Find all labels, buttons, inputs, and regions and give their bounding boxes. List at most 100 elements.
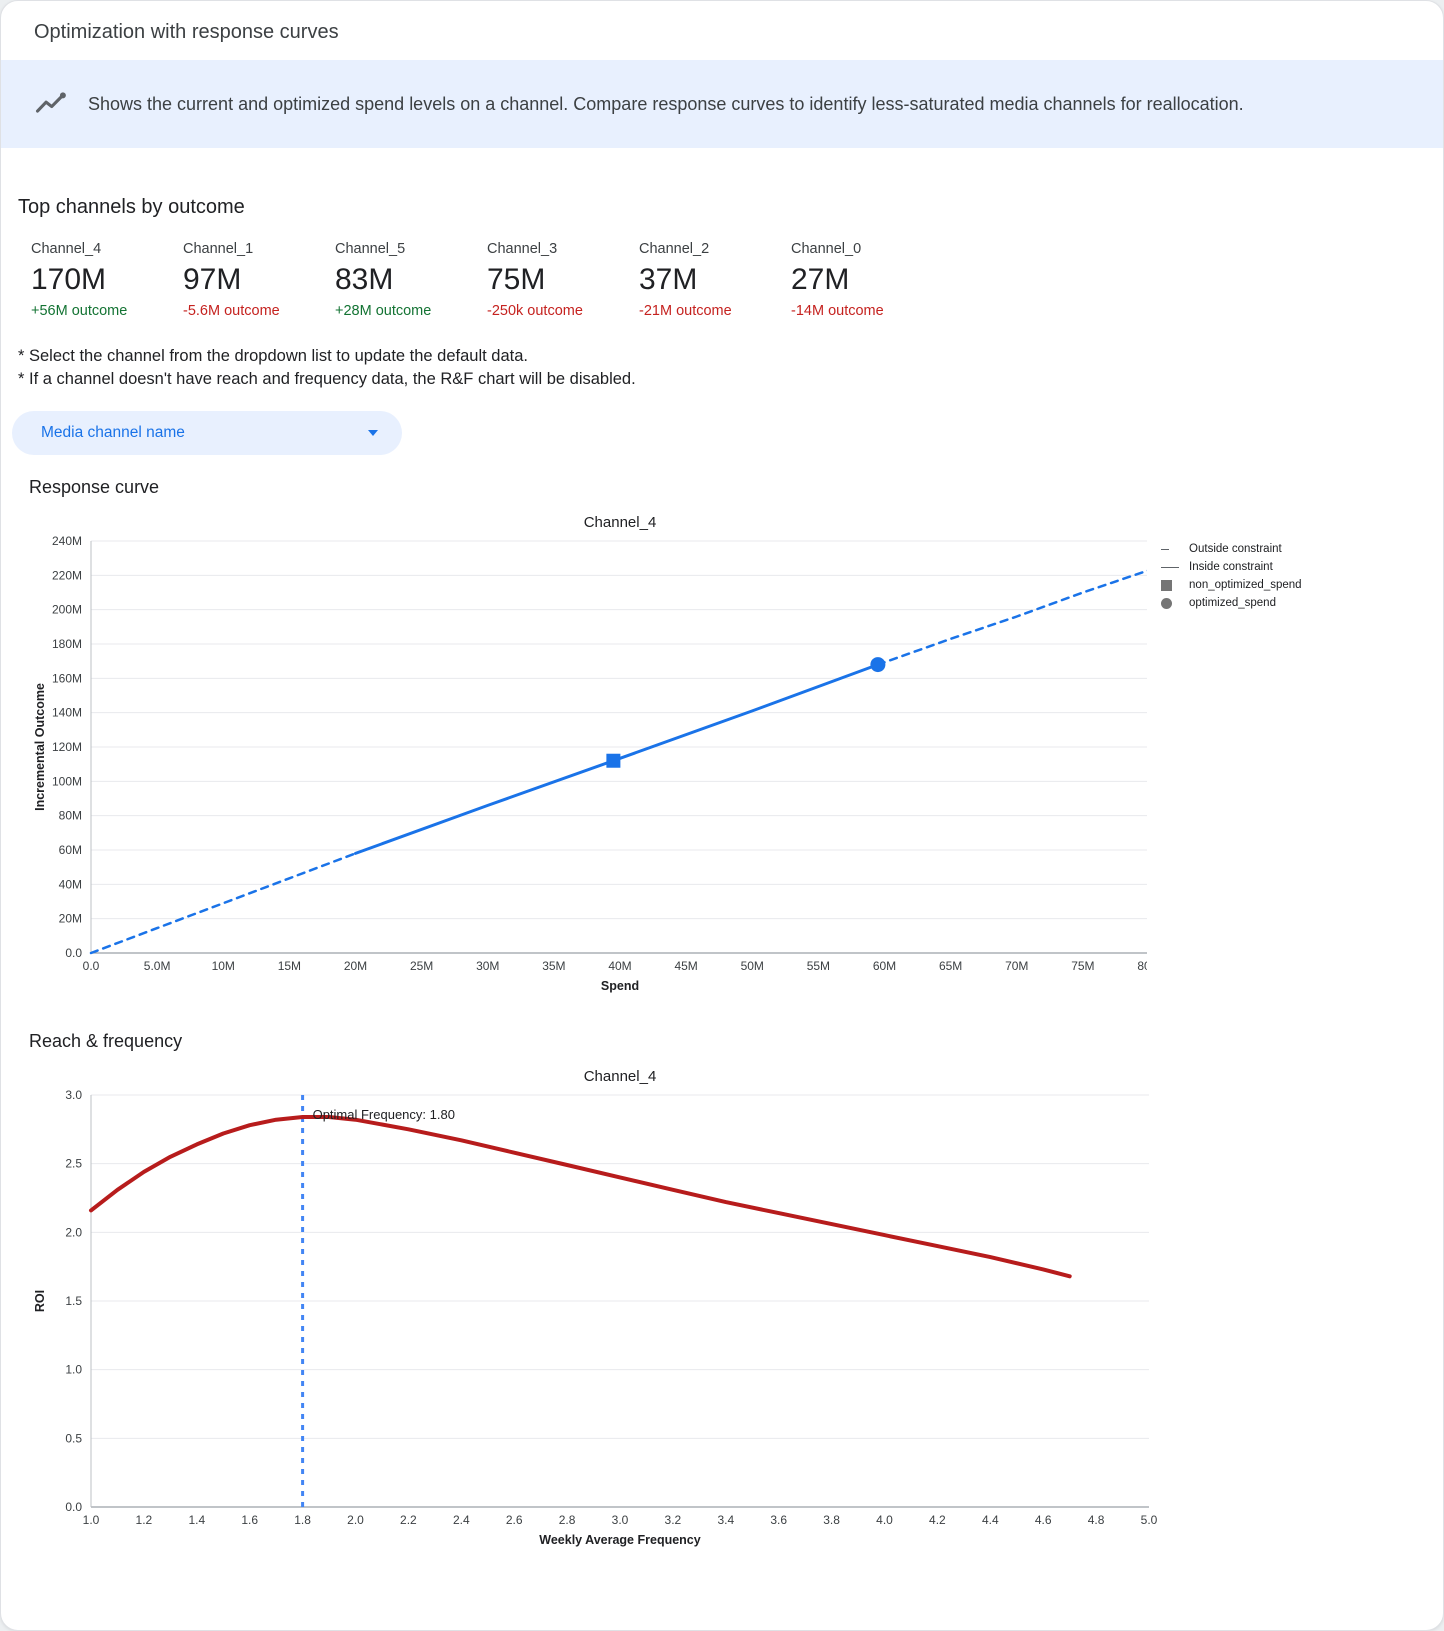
y-axis-label: ROI	[33, 1290, 47, 1312]
x-tick-label: 4.0	[876, 1513, 893, 1527]
response-curve-chart-title: Channel_4	[583, 514, 657, 531]
channel-name: Channel_1	[183, 241, 254, 257]
x-tick-label: 2.4	[453, 1513, 470, 1527]
x-tick-label: 10M	[212, 959, 235, 973]
channel-card: Channel_0 27M -14M outcome	[791, 241, 943, 319]
titlebar: Optimization with response curves	[1, 1, 1443, 60]
y-tick-label: 100M	[52, 774, 82, 788]
y-tick-label: 140M	[52, 706, 82, 720]
channel-outcome-value: 75M	[487, 263, 546, 296]
x-tick-label: 1.4	[188, 1513, 205, 1527]
response-curve-heading: Response curve	[29, 477, 160, 497]
x-tick-label: 5.0M	[144, 959, 171, 973]
y-tick-label: 0.0	[65, 1500, 82, 1514]
top-channels-heading: Top channels by outcome	[18, 196, 245, 218]
y-tick-label: 2.0	[65, 1225, 82, 1239]
x-tick-label: 1.2	[136, 1513, 153, 1527]
x-tick-label: 40M	[608, 959, 631, 973]
y-tick-label: 180M	[52, 637, 82, 651]
insights-icon	[34, 87, 68, 121]
channel-outcome-delta: -5.6M outcome	[183, 303, 280, 319]
legend-square-symbol	[1161, 579, 1181, 591]
x-tick-label: 80M	[1137, 959, 1147, 973]
y-tick-label: 240M	[52, 534, 82, 548]
banner-text: Shows the current and optimized spend le…	[88, 93, 1244, 114]
x-tick-label: 4.4	[982, 1513, 999, 1527]
roi-curve	[89, 1115, 1072, 1279]
x-tick-label: 3.8	[823, 1513, 840, 1527]
x-tick-label: 35M	[542, 959, 565, 973]
x-tick-label: 75M	[1071, 959, 1094, 973]
legend-line-symbol	[1161, 566, 1181, 568]
x-tick-label: 2.0	[347, 1513, 364, 1527]
x-tick-label: 4.6	[1035, 1513, 1052, 1527]
reach-frequency-chart: Optimal Frequency: 1.80 0.0 0.5 1.0 1.5 2.0 2.…	[33, 1088, 1158, 1547]
channel-outcome-delta: +56M outcome	[31, 303, 128, 319]
channel-outcome-delta: -250k outcome	[487, 303, 583, 319]
y-tick-label: 0.5	[65, 1431, 82, 1445]
x-tick-label: 0.0	[83, 959, 100, 973]
optimized_spend-marker	[870, 657, 886, 673]
channel-outcome-value: 170M	[31, 263, 107, 296]
reach-frequency-heading: Reach & frequency	[29, 1031, 183, 1051]
optimal-frequency-annotation: Optimal Frequency: 1.80	[313, 1107, 455, 1122]
y-tick-label: 0.0	[65, 946, 82, 960]
note-line: * Select the channel from the dropdown l…	[18, 347, 529, 365]
channel-outcome-value: 97M	[183, 263, 242, 296]
x-tick-label: 2.2	[400, 1513, 417, 1527]
x-tick-label: 15M	[278, 959, 301, 973]
y-tick-label: 160M	[52, 671, 82, 685]
channel-name: Channel_3	[487, 241, 558, 257]
y-axis-label: Incremental Outcome	[33, 683, 47, 811]
x-tick-label: 3.0	[612, 1513, 629, 1527]
y-tick-label: 1.5	[65, 1294, 82, 1308]
note-line: * If a channel doesn't have reach and fr…	[18, 370, 636, 388]
x-tick-label: 45M	[674, 959, 697, 973]
y-tick-label: 3.0	[65, 1088, 82, 1102]
y-tick-label: 20M	[59, 912, 82, 926]
channel-name: Channel_4	[31, 241, 102, 257]
y-tick-label: 120M	[52, 740, 82, 754]
x-tick-label: 2.6	[506, 1513, 523, 1527]
legend-dash-symbol	[1161, 548, 1181, 550]
x-tick-label: 50M	[741, 959, 764, 973]
legend-item: non_optimized_spend	[1161, 579, 1427, 591]
x-tick-label: 1.6	[241, 1513, 258, 1527]
response-curve-legend: Outside constraint Inside constraint non_o…	[1161, 543, 1427, 615]
channel-name: Channel_2	[639, 241, 710, 257]
channel-outcome-value: 83M	[335, 263, 394, 296]
legend-item: Outside constraint	[1161, 543, 1427, 555]
x-tick-label: 3.4	[717, 1513, 734, 1527]
x-tick-label: 30M	[476, 959, 499, 973]
notes: * Select the channel from the dropdown l…	[18, 345, 1427, 391]
y-tick-label: 200M	[52, 603, 82, 617]
info-banner: Shows the current and optimized spend le…	[1, 60, 1443, 148]
top-channels-row: Channel_4 170M +56M outcome Channel_1 97M -5.…	[31, 241, 1427, 319]
y-tick-label: 1.0	[65, 1363, 82, 1377]
response-curve-chart: 0.0 20M 40M 60M 80M 100M 120M 140M 160M 180M 200M 2…	[33, 534, 1148, 993]
legend-item: Inside constraint	[1161, 561, 1427, 573]
x-axis-label: Spend	[601, 979, 639, 993]
page-title: Optimization with response curves	[34, 21, 339, 43]
channel-outcome-value: 27M	[791, 263, 850, 296]
legend-label: optimized_spend	[1189, 597, 1276, 609]
x-tick-label: 2.8	[559, 1513, 576, 1527]
legend-item: optimized_spend	[1161, 597, 1427, 609]
channel-name: Channel_5	[335, 241, 406, 257]
dropdown-arrow-icon	[368, 430, 378, 436]
channel-name: Channel_0	[791, 241, 862, 257]
y-tick-label: 80M	[59, 809, 82, 823]
y-tick-label: 40M	[59, 877, 82, 891]
report-body: Top channels by outcome Channel_4 170M +56…	[1, 196, 1443, 1603]
x-tick-label: 25M	[410, 959, 433, 973]
channel-card: Channel_5 83M +28M outcome	[335, 241, 487, 319]
x-tick-label: 1.0	[83, 1513, 100, 1527]
x-tick-label: 1.8	[294, 1513, 311, 1527]
media-channel-dropdown-label: Media channel name	[41, 424, 185, 441]
x-tick-label: 70M	[1005, 959, 1028, 973]
media-channel-dropdown[interactable]: Media channel name	[12, 411, 402, 455]
x-tick-label: 55M	[807, 959, 830, 973]
non_optimized_spend-marker	[606, 753, 621, 768]
y-tick-label: 220M	[52, 568, 82, 582]
channel-outcome-delta: -14M outcome	[791, 303, 884, 319]
